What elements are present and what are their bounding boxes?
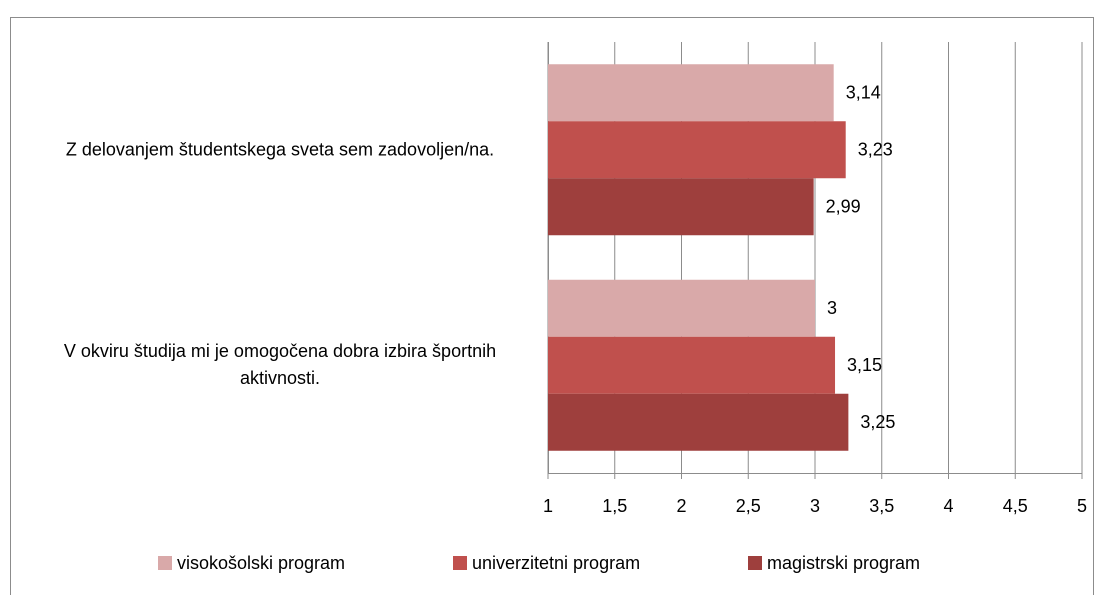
bar — [548, 64, 834, 122]
category-label: Z delovanjem študentskega sveta sem zado… — [65, 139, 495, 160]
x-tick-label: 3 — [810, 496, 820, 516]
value-label: 2,99 — [826, 197, 861, 217]
x-tick-label: 3,5 — [869, 496, 894, 516]
bar — [548, 178, 814, 236]
legend-label: visokošolski program — [177, 553, 345, 573]
value-label: 3,14 — [846, 83, 881, 103]
x-tick-label: 1,5 — [602, 496, 627, 516]
legend-label: magistrski program — [767, 553, 920, 573]
legend-swatch — [748, 556, 762, 570]
bar — [548, 336, 836, 394]
value-label: 3 — [827, 298, 837, 318]
category-label: V okviru študija mi je omogočena dobra i… — [63, 341, 497, 389]
value-label: 3,15 — [847, 355, 882, 375]
x-tick-label: 2 — [676, 496, 686, 516]
bar — [548, 279, 815, 337]
value-label: 3,25 — [860, 412, 895, 432]
legend-swatch — [158, 556, 172, 570]
value-label: 3,23 — [858, 140, 893, 160]
bar — [548, 393, 849, 451]
x-tick-label: 5 — [1077, 496, 1087, 516]
legend-label: univerzitetni program — [472, 553, 640, 573]
x-tick-label: 4,5 — [1003, 496, 1028, 516]
chart-frame — [10, 17, 1094, 595]
x-tick-label: 4 — [943, 496, 953, 516]
x-tick-label: 1 — [543, 496, 553, 516]
legend-swatch — [453, 556, 467, 570]
bar — [548, 121, 846, 179]
x-tick-label: 2,5 — [736, 496, 761, 516]
